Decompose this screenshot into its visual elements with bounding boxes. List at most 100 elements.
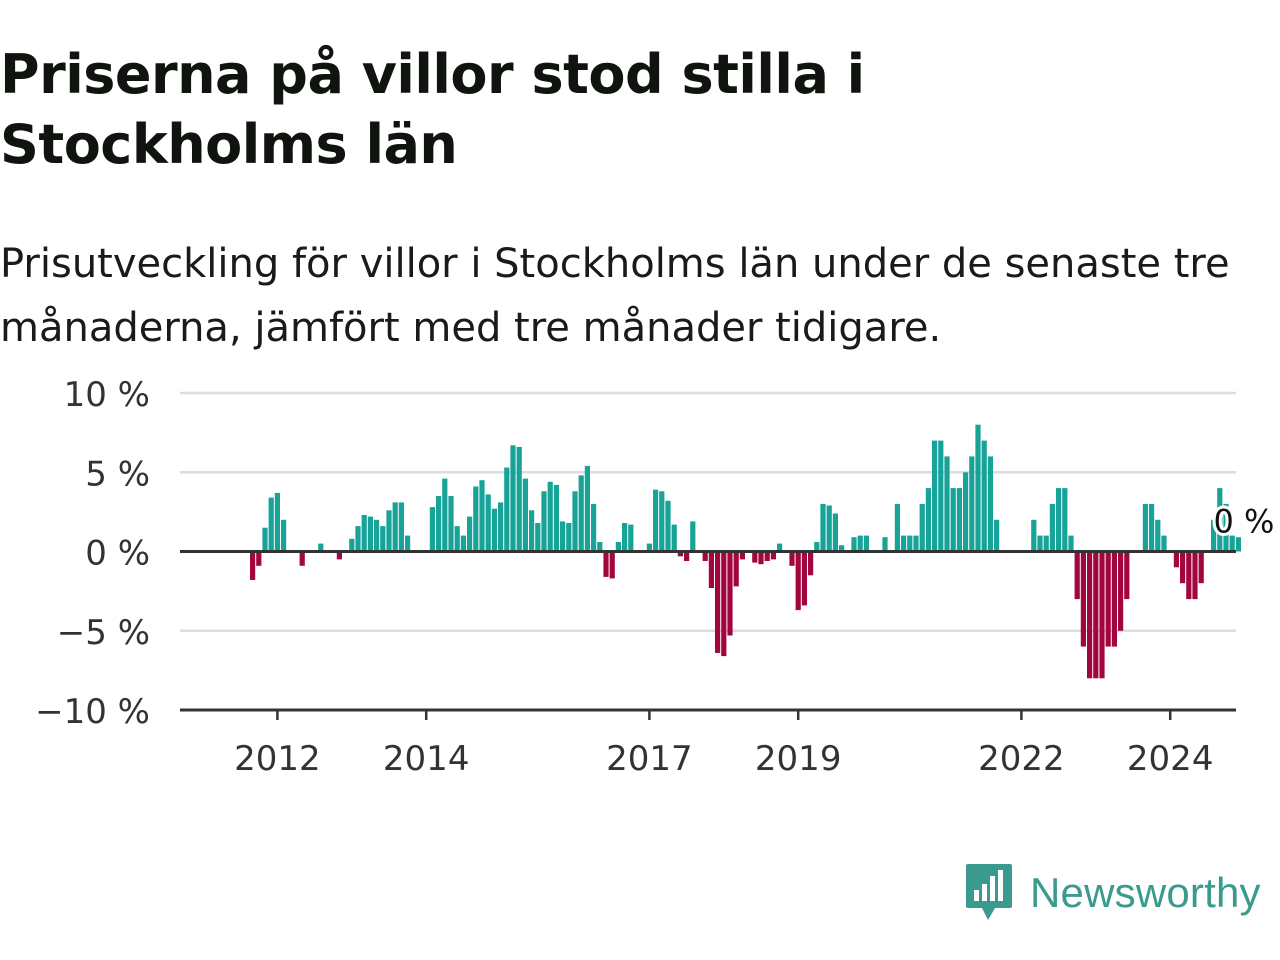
bar [925,488,931,552]
bar [628,524,634,552]
bar [820,503,826,552]
brand-logo: Newsworthy [964,862,1261,924]
bar [591,503,597,552]
bar [721,551,727,657]
tick-labels: 10 % 5 % 0 % −5 % −10 % 2012 2014 2017 2019 2022 2… [35,375,1277,779]
y-tick-label: 0 % [85,534,150,574]
bar [467,516,473,552]
grid-lines [180,391,1236,632]
bar [1173,551,1179,568]
bar [789,551,795,566]
bar [932,440,938,552]
bar [448,496,454,552]
bar [560,521,566,552]
bar [814,542,820,552]
bar [578,475,584,552]
bar [758,551,764,565]
bar [336,551,342,560]
bar [646,543,652,552]
bar [1056,488,1062,552]
bar [349,538,355,552]
bar [826,505,832,552]
bar [1223,503,1229,552]
bar [801,551,807,606]
bar [485,494,491,552]
bar [392,502,398,552]
bar [1105,551,1111,647]
bar [808,551,814,576]
bar [281,519,287,552]
bar [541,491,547,552]
bar [274,492,280,552]
bar [913,535,919,552]
bar [665,500,671,552]
bar [491,508,497,552]
bar [975,424,981,552]
bar [566,523,572,552]
bar [498,502,504,552]
bar [851,537,857,552]
bar [919,503,925,552]
bar [907,535,913,552]
bar [609,551,615,579]
bar [1049,503,1055,552]
bar [522,478,528,552]
bar [615,542,621,552]
bar [739,551,745,560]
y-tick-label: 10 % [64,375,150,415]
bar [584,465,590,552]
bar [894,503,900,552]
bar [374,519,380,552]
axes [180,550,1236,720]
bar [1111,551,1117,647]
bar [994,519,1000,552]
bar [901,535,907,552]
bar-chart: 10 % 5 % 0 % −5 % −10 % 2012 2014 2017 2019 2022 2… [35,375,1277,779]
bar [1229,535,1235,552]
x-tick-label: 2014 [383,739,470,779]
bar [702,551,708,561]
bar [1062,488,1068,552]
bar [504,467,510,552]
bar [956,488,962,552]
bar [684,551,690,561]
bar [1031,519,1037,552]
bar [1198,551,1204,584]
bar [857,535,863,552]
bar [516,446,522,552]
bar [553,484,559,552]
y-tick-label: −10 % [35,692,150,732]
bar [795,551,801,611]
bar [256,551,262,566]
last-value-annotation: 0 % [1213,503,1274,541]
bar [764,551,770,561]
bar [262,527,268,552]
bar [715,551,721,653]
bar [1217,488,1223,552]
bar [1235,537,1241,552]
bar [708,551,714,588]
bar [268,497,274,552]
bar [361,515,367,552]
bar [1142,503,1148,552]
bar [963,472,969,552]
bar [442,478,448,552]
bar [770,551,776,560]
bar [1099,551,1105,679]
bar [863,535,869,552]
bar [677,551,683,557]
bar [752,551,758,563]
bar [777,543,783,552]
bar [1180,551,1186,584]
bar [1192,551,1198,600]
y-tick-label: −5 % [57,613,150,653]
newsworthy-logo-icon [966,864,1012,920]
bar [386,510,392,552]
bar [1161,535,1167,552]
bar [1118,551,1124,631]
bars [250,424,1241,679]
bar [659,491,665,552]
bar [454,526,460,552]
bar [535,523,541,552]
x-tick-label: 2019 [755,739,842,779]
